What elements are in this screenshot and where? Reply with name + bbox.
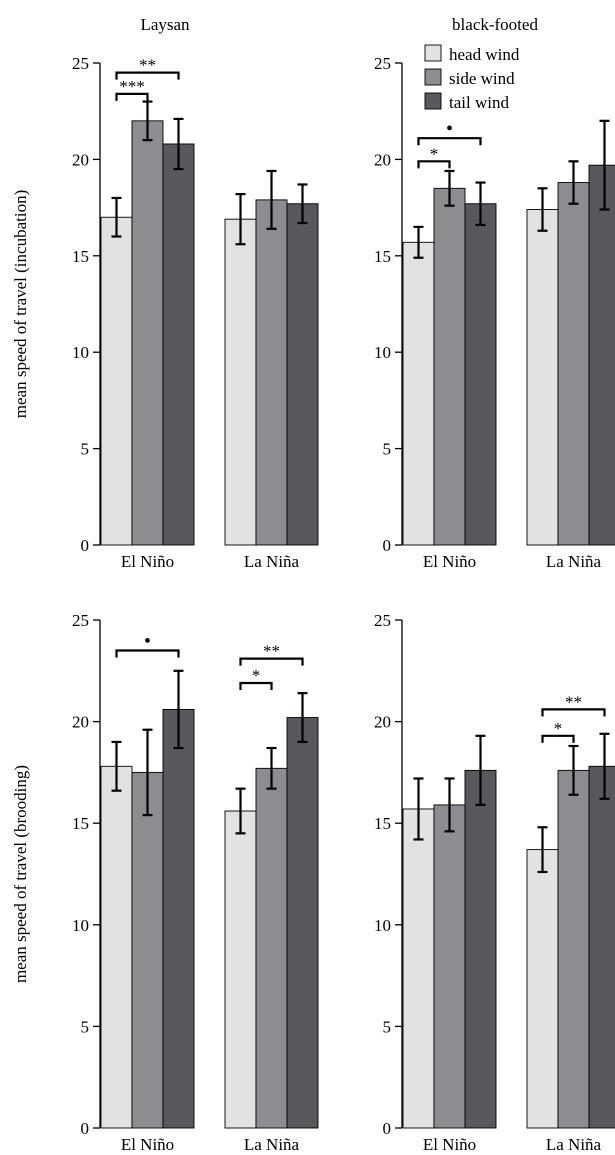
y-tick-label: 25 bbox=[374, 611, 391, 630]
bar-side-wind-la-nina bbox=[255, 767, 288, 1129]
bar-tail-wind-la-nina bbox=[588, 765, 615, 1129]
significance-bracket bbox=[541, 708, 606, 717]
significance-bracket bbox=[417, 160, 451, 169]
bar-tail-wind-el-nino bbox=[464, 203, 497, 546]
chart-panel-1: Laysan mean speed of travel (incubation) 0… bbox=[11, 15, 319, 571]
y-tick-label: 5 bbox=[383, 440, 392, 459]
legend-label: side wind bbox=[449, 69, 515, 88]
y-tick-label: 25 bbox=[72, 54, 89, 73]
x-tick-label: La Niña bbox=[244, 552, 300, 571]
y-tick-label: 20 bbox=[72, 713, 89, 732]
y-tick-label: 20 bbox=[374, 150, 391, 169]
x-tick-label: El Niño bbox=[423, 552, 476, 571]
bar-side-wind-el-nino bbox=[131, 120, 164, 546]
significance-bracket bbox=[115, 649, 180, 658]
x-tick-label: El Niño bbox=[121, 552, 174, 571]
y-tick-label: 0 bbox=[383, 536, 392, 555]
bar-tail-wind-la-nina bbox=[588, 164, 615, 546]
y-tick-label: 0 bbox=[81, 1119, 90, 1138]
bar-tail-wind-la-nina bbox=[286, 717, 319, 1129]
significance-label: ** bbox=[139, 56, 156, 75]
y-tick-label: 15 bbox=[72, 814, 89, 833]
chart-title: Laysan bbox=[140, 15, 190, 34]
bar-tail-wind-el-nino bbox=[162, 708, 195, 1129]
significance-bracket bbox=[417, 137, 482, 146]
bar-side-wind-el-nino bbox=[433, 804, 466, 1129]
y-tick-label: 15 bbox=[72, 247, 89, 266]
y-tick-label: 5 bbox=[383, 1017, 392, 1036]
bar-head-wind-el-nino bbox=[402, 808, 435, 1129]
y-tick-label: 0 bbox=[383, 1119, 392, 1138]
y-tick-label: 25 bbox=[72, 611, 89, 630]
bar-head-wind-la-nina bbox=[526, 209, 559, 546]
y-tick-label: 15 bbox=[374, 247, 391, 266]
y-tick-label: 5 bbox=[81, 440, 90, 459]
x-tick-label: La Niña bbox=[244, 1135, 300, 1154]
significance-bracket bbox=[115, 71, 180, 80]
legend-label: head wind bbox=[449, 45, 520, 64]
significance-label: * bbox=[554, 719, 563, 738]
bar-head-wind-el-nino bbox=[402, 241, 435, 546]
significance-label: * bbox=[252, 666, 261, 685]
significance-label: ** bbox=[565, 692, 582, 711]
significance-bracket bbox=[541, 734, 575, 743]
y-tick-label: 20 bbox=[374, 713, 391, 732]
bar-side-wind-el-nino bbox=[433, 187, 466, 546]
bar-tail-wind-el-nino bbox=[464, 769, 497, 1129]
bar-side-wind-la-nina bbox=[255, 199, 288, 546]
chart-title: black-footed bbox=[452, 15, 538, 34]
bar-head-wind-el-nino bbox=[100, 216, 133, 546]
x-tick-label: El Niño bbox=[121, 1135, 174, 1154]
significance-label: • bbox=[446, 118, 453, 140]
x-tick-label: La Niña bbox=[546, 552, 602, 571]
significance-bracket bbox=[239, 657, 304, 666]
y-tick-label: 10 bbox=[374, 916, 391, 935]
bar-tail-wind-la-nina bbox=[286, 203, 319, 546]
x-tick-label: La Niña bbox=[546, 1135, 602, 1154]
legend-label: tail wind bbox=[449, 93, 509, 112]
significance-label: • bbox=[144, 630, 151, 652]
significance-label: ** bbox=[263, 642, 280, 661]
y-tick-label: 20 bbox=[72, 150, 89, 169]
y-tick-label: 10 bbox=[72, 916, 89, 935]
y-tick-label: 15 bbox=[374, 814, 391, 833]
chart-panel-4: 0 5 10 15 20 25 El Niño La Niña *** bbox=[374, 611, 615, 1154]
x-tick-label: El Niño bbox=[423, 1135, 476, 1154]
significance-label: * bbox=[430, 144, 439, 163]
legend-swatch bbox=[424, 68, 442, 86]
chart-panel-3: mean speed of travel (brooding) 0 5 10 15 20 2… bbox=[11, 611, 319, 1154]
bar-side-wind-la-nina bbox=[557, 182, 590, 546]
legend-swatch bbox=[424, 92, 442, 110]
y-axis-label: mean speed of travel (brooding) bbox=[11, 765, 30, 983]
bar-tail-wind-el-nino bbox=[162, 143, 195, 546]
bar-side-wind-el-nino bbox=[131, 771, 164, 1129]
y-tick-label: 0 bbox=[81, 536, 90, 555]
significance-bracket bbox=[115, 92, 149, 101]
legend-swatch bbox=[424, 44, 442, 62]
y-axis-label: mean speed of travel (incubation) bbox=[11, 190, 30, 418]
bar-head-wind-la-nina bbox=[224, 810, 257, 1129]
bar-side-wind-la-nina bbox=[557, 769, 590, 1129]
bar-head-wind-el-nino bbox=[100, 765, 133, 1129]
bar-head-wind-la-nina bbox=[526, 849, 559, 1129]
y-tick-label: 25 bbox=[374, 54, 391, 73]
significance-label: *** bbox=[119, 77, 145, 96]
chart-panel-2: black-footed 0 5 10 15 20 25 El Niño La Niña * • bbox=[374, 15, 615, 571]
y-tick-label: 10 bbox=[374, 343, 391, 362]
legend: head wind side wind tail wind bbox=[424, 44, 520, 112]
bar-head-wind-la-nina bbox=[224, 218, 257, 546]
y-tick-label: 5 bbox=[81, 1017, 90, 1036]
y-tick-label: 10 bbox=[72, 343, 89, 362]
significance-bracket bbox=[239, 681, 273, 690]
